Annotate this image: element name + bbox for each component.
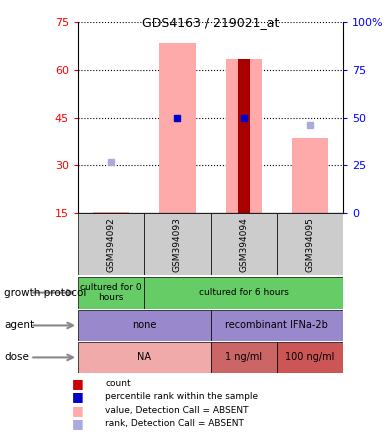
Text: count: count <box>105 379 131 388</box>
Bar <box>238 59 250 213</box>
Text: 1 ng/ml: 1 ng/ml <box>225 353 262 362</box>
Text: growth protocol: growth protocol <box>4 288 86 297</box>
Text: value, Detection Call = ABSENT: value, Detection Call = ABSENT <box>105 406 249 415</box>
Bar <box>225 59 262 213</box>
Bar <box>159 43 196 213</box>
Text: agent: agent <box>4 321 34 330</box>
Bar <box>78 277 144 309</box>
Text: dose: dose <box>4 353 29 362</box>
Text: ■: ■ <box>72 377 84 390</box>
Text: GSM394093: GSM394093 <box>173 217 182 272</box>
Text: recombinant IFNa-2b: recombinant IFNa-2b <box>225 321 328 330</box>
Bar <box>93 211 129 213</box>
Bar <box>144 277 343 309</box>
Bar <box>292 139 328 213</box>
Bar <box>277 213 343 275</box>
Text: ■: ■ <box>72 390 84 404</box>
Bar <box>277 342 343 373</box>
Bar <box>78 213 144 275</box>
Text: ■: ■ <box>72 404 84 417</box>
Text: 100 ng/ml: 100 ng/ml <box>285 353 335 362</box>
Text: percentile rank within the sample: percentile rank within the sample <box>105 392 259 401</box>
Bar <box>211 342 277 373</box>
Text: NA: NA <box>137 353 151 362</box>
Text: GDS4163 / 219021_at: GDS4163 / 219021_at <box>142 16 279 28</box>
Text: GSM394092: GSM394092 <box>106 217 116 272</box>
Text: GSM394095: GSM394095 <box>305 217 315 272</box>
Text: ■: ■ <box>72 417 84 430</box>
Bar <box>211 213 277 275</box>
Bar <box>78 342 211 373</box>
Bar <box>144 213 211 275</box>
Bar <box>211 310 343 341</box>
Text: cultured for 6 hours: cultured for 6 hours <box>199 288 289 297</box>
Text: rank, Detection Call = ABSENT: rank, Detection Call = ABSENT <box>105 419 244 428</box>
Bar <box>78 310 211 341</box>
Text: GSM394094: GSM394094 <box>239 217 248 272</box>
Text: none: none <box>132 321 156 330</box>
Text: cultured for 0
hours: cultured for 0 hours <box>80 283 142 302</box>
